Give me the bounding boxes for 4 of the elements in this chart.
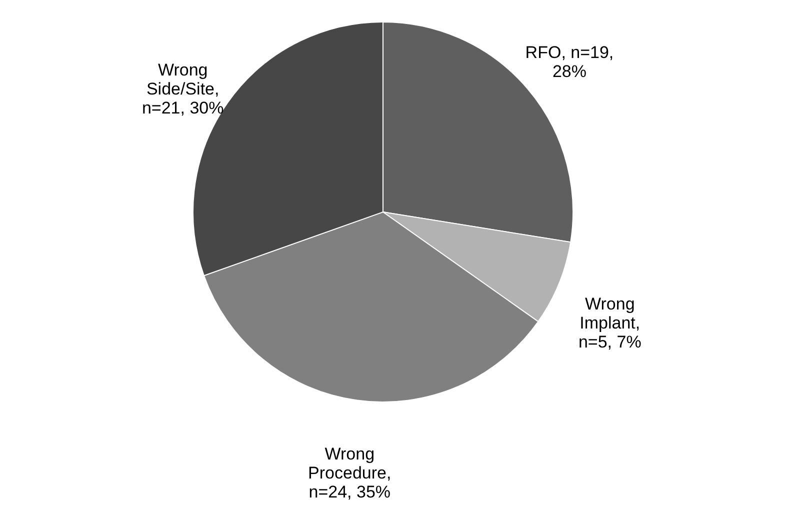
slice-label: Wrong Procedure, n=24, 35% <box>308 444 392 502</box>
slice-label: Wrong Implant, n=5, 7% <box>578 294 642 352</box>
slice-label: Wrong Side/Site, n=21, 30% <box>142 60 224 118</box>
slice-label: RFO, n=19, 28% <box>525 43 614 82</box>
